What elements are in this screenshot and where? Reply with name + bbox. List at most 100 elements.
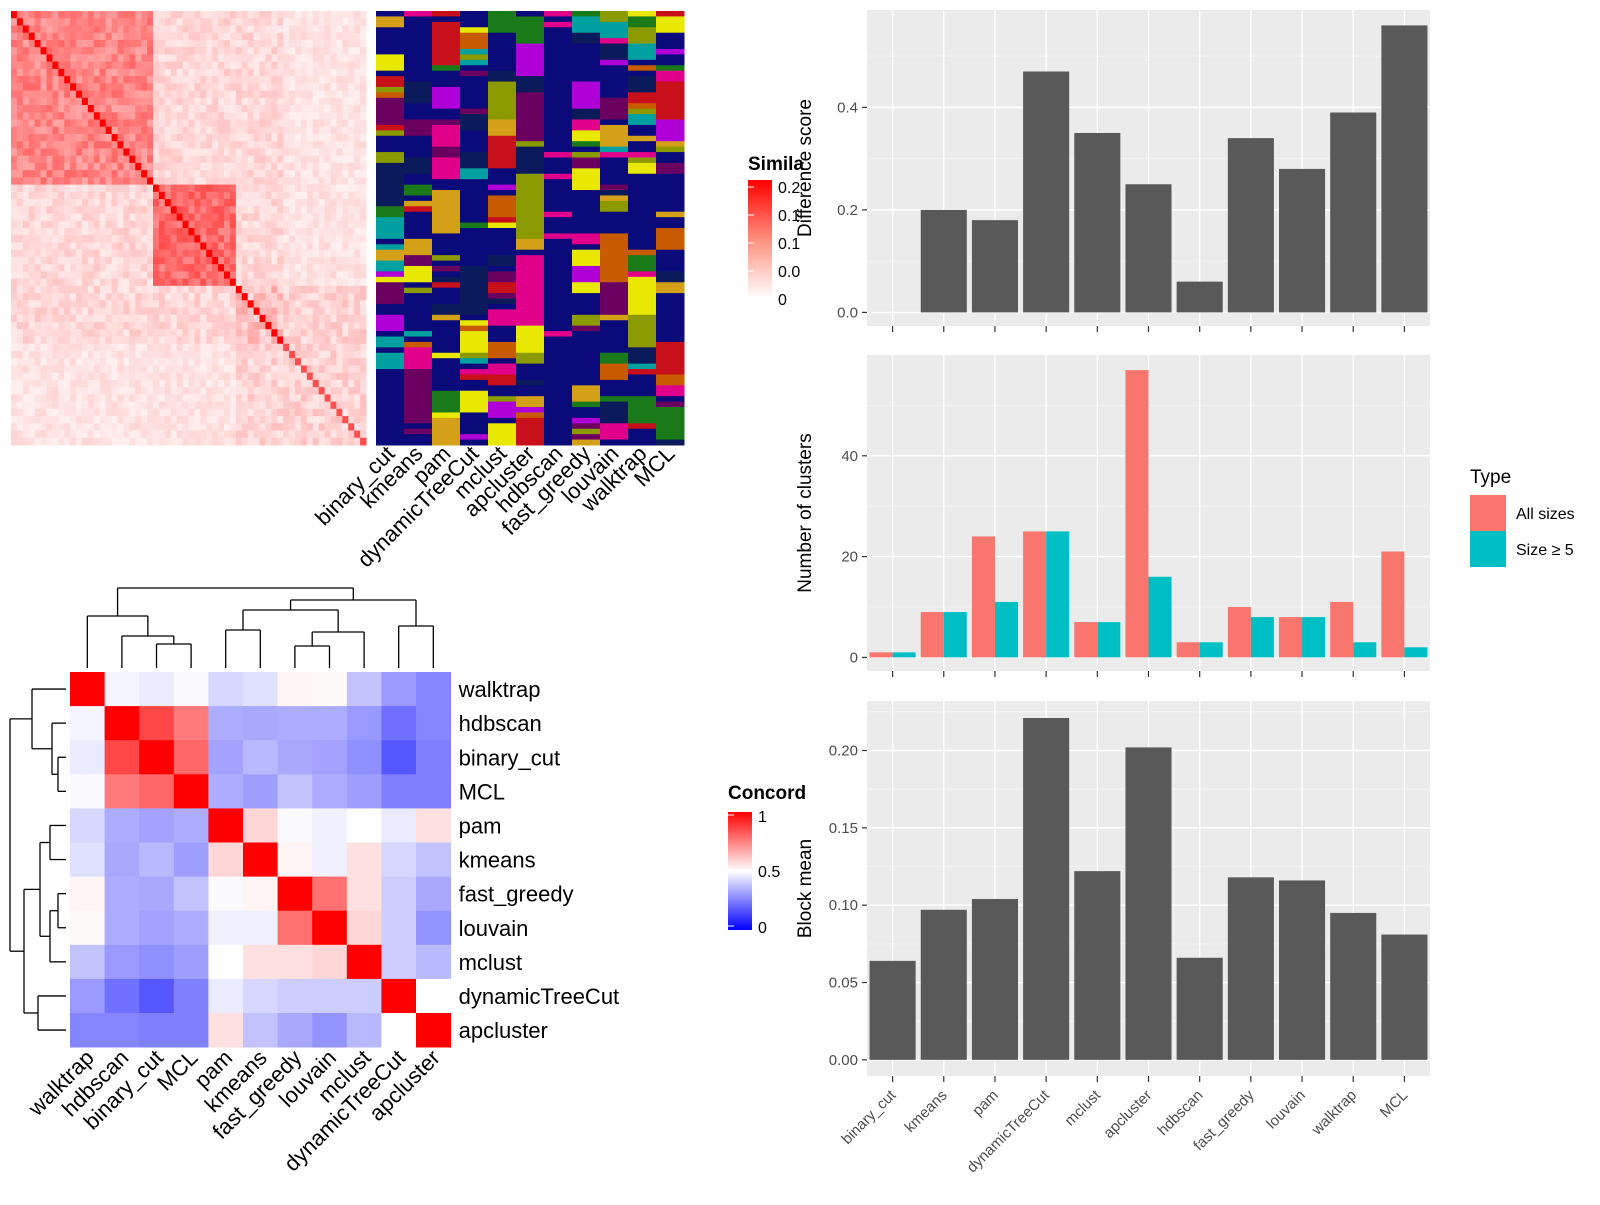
similarity-cell bbox=[235, 228, 243, 236]
similarity-cell bbox=[99, 430, 107, 439]
bar bbox=[1330, 112, 1377, 313]
assignment-cell bbox=[656, 92, 685, 99]
assignment-cell bbox=[544, 228, 573, 234]
similarity-cell bbox=[247, 220, 255, 229]
assignment-cell bbox=[404, 331, 433, 337]
similarity-cell bbox=[16, 423, 24, 432]
similarity-cell bbox=[82, 220, 89, 229]
similarity-cell bbox=[224, 119, 231, 128]
similarity-cell bbox=[158, 155, 166, 164]
similarity-cell bbox=[111, 256, 118, 265]
similarity-cell bbox=[99, 264, 107, 272]
assignment-cell bbox=[572, 217, 601, 224]
assignment-cell bbox=[404, 249, 433, 256]
similarity-cell bbox=[147, 97, 154, 106]
similarity-cell bbox=[277, 293, 284, 301]
similarity-cell bbox=[283, 213, 290, 222]
similarity-cell bbox=[200, 90, 207, 99]
similarity-cell bbox=[147, 358, 154, 366]
similarity-cell bbox=[93, 170, 101, 178]
similarity-cell bbox=[93, 242, 101, 251]
similarity-cell bbox=[200, 343, 207, 352]
similarity-cell bbox=[40, 220, 47, 229]
similarity-cell bbox=[170, 329, 178, 337]
similarity-cell bbox=[295, 235, 302, 243]
similarity-cell bbox=[200, 365, 207, 374]
similarity-cell bbox=[16, 264, 24, 272]
similarity-cell bbox=[348, 61, 355, 70]
similarity-cell bbox=[87, 220, 95, 229]
assignment-cell bbox=[376, 244, 405, 251]
assignment-cell bbox=[544, 70, 573, 77]
similarity-cell bbox=[300, 300, 308, 309]
assignment-cell bbox=[572, 86, 601, 93]
similarity-cell bbox=[218, 76, 225, 84]
similarity-cell bbox=[324, 68, 331, 77]
assignment-cell bbox=[628, 184, 657, 191]
similarity-cell bbox=[129, 256, 136, 265]
similarity-cell bbox=[76, 379, 83, 388]
similarity-cell bbox=[194, 177, 201, 186]
similarity-cell bbox=[158, 314, 166, 323]
similarity-cell bbox=[342, 300, 349, 309]
similarity-cell bbox=[141, 199, 148, 207]
similarity-cell bbox=[28, 18, 36, 26]
similarity-cell bbox=[330, 47, 337, 55]
assignment-cell bbox=[628, 390, 657, 397]
similarity-cell bbox=[117, 307, 124, 316]
bar-size-5 bbox=[994, 601, 1018, 658]
assignment-cell bbox=[544, 200, 573, 207]
similarity-cell bbox=[348, 119, 355, 128]
assignment-cell bbox=[432, 423, 461, 430]
similarity-cell bbox=[229, 133, 237, 142]
similarity-cell bbox=[46, 155, 53, 164]
assignment-cell bbox=[516, 27, 545, 34]
similarity-cell bbox=[135, 235, 142, 243]
similarity-cell bbox=[117, 133, 124, 142]
similarity-cell bbox=[34, 148, 42, 157]
similarity-cell bbox=[46, 228, 53, 236]
similarity-cell bbox=[52, 416, 59, 424]
similarity-cell bbox=[117, 372, 124, 381]
similarity-cell bbox=[111, 191, 118, 200]
y-tick-label: 0.2 bbox=[837, 202, 858, 219]
similarity-cell bbox=[70, 307, 77, 316]
y-axis-title: Number of clusters bbox=[795, 433, 816, 592]
assignment-cell bbox=[628, 417, 657, 424]
similarity-cell bbox=[194, 249, 201, 258]
similarity-cell bbox=[212, 61, 219, 70]
similarity-cell bbox=[70, 213, 77, 222]
assignment-cell bbox=[432, 43, 461, 50]
similarity-cell bbox=[141, 285, 148, 294]
similarity-cell bbox=[218, 387, 225, 395]
similarity-cell bbox=[22, 430, 30, 439]
assignment-cell bbox=[572, 168, 601, 175]
similarity-cell bbox=[247, 126, 255, 135]
similarity-cell bbox=[76, 155, 83, 164]
assignment-cell bbox=[460, 309, 489, 316]
similarity-cell bbox=[64, 11, 71, 19]
bar bbox=[1074, 871, 1121, 1060]
similarity-cell bbox=[111, 177, 118, 186]
similarity-cell bbox=[170, 177, 178, 186]
similarity-cell bbox=[318, 32, 326, 41]
similarity-cell bbox=[141, 112, 148, 120]
similarity-cell bbox=[16, 235, 24, 243]
similarity-cell bbox=[34, 300, 42, 309]
assignment-cell bbox=[432, 184, 461, 191]
similarity-cell bbox=[348, 285, 355, 294]
similarity-cell bbox=[182, 408, 189, 417]
similarity-cell bbox=[117, 228, 124, 236]
similarity-cell bbox=[241, 206, 249, 215]
similarity-cell bbox=[200, 112, 207, 120]
assignment-cell bbox=[544, 27, 573, 34]
similarity-cell bbox=[200, 350, 207, 359]
assignment-cell bbox=[488, 168, 517, 175]
assignment-cell bbox=[656, 228, 685, 234]
similarity-cell bbox=[360, 220, 367, 229]
similarity-cell bbox=[82, 126, 89, 135]
similarity-cell bbox=[182, 293, 189, 301]
assignment-cell bbox=[544, 76, 573, 83]
similarity-cell bbox=[82, 83, 89, 92]
assignment-cell bbox=[404, 48, 433, 55]
